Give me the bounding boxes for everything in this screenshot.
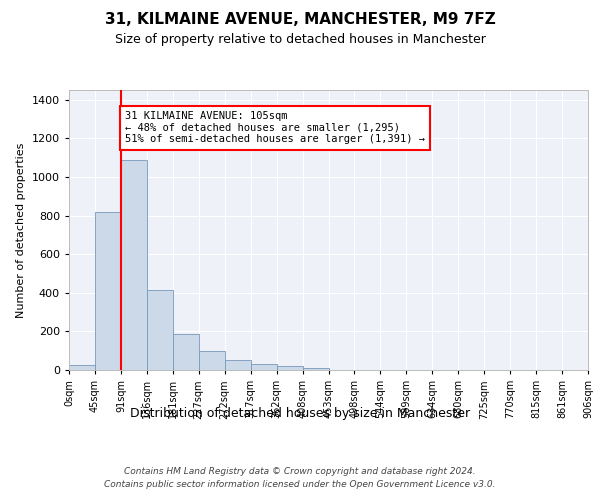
Bar xyxy=(69,365,95,370)
Bar xyxy=(173,334,199,370)
Bar xyxy=(199,350,224,370)
Bar xyxy=(277,366,302,370)
Text: 31, KILMAINE AVENUE, MANCHESTER, M9 7FZ: 31, KILMAINE AVENUE, MANCHESTER, M9 7FZ xyxy=(104,12,496,28)
Bar xyxy=(225,360,251,370)
Y-axis label: Number of detached properties: Number of detached properties xyxy=(16,142,26,318)
Text: Size of property relative to detached houses in Manchester: Size of property relative to detached ho… xyxy=(115,32,485,46)
Text: Distribution of detached houses by size in Manchester: Distribution of detached houses by size … xyxy=(130,408,470,420)
Bar xyxy=(147,290,173,370)
Bar xyxy=(251,364,277,370)
Bar xyxy=(302,368,329,370)
Text: Contains public sector information licensed under the Open Government Licence v3: Contains public sector information licen… xyxy=(104,480,496,489)
Text: 31 KILMAINE AVENUE: 105sqm
← 48% of detached houses are smaller (1,295)
51% of s: 31 KILMAINE AVENUE: 105sqm ← 48% of deta… xyxy=(125,111,425,144)
Bar xyxy=(121,160,147,370)
Bar xyxy=(95,212,121,370)
Text: Contains HM Land Registry data © Crown copyright and database right 2024.: Contains HM Land Registry data © Crown c… xyxy=(124,468,476,476)
